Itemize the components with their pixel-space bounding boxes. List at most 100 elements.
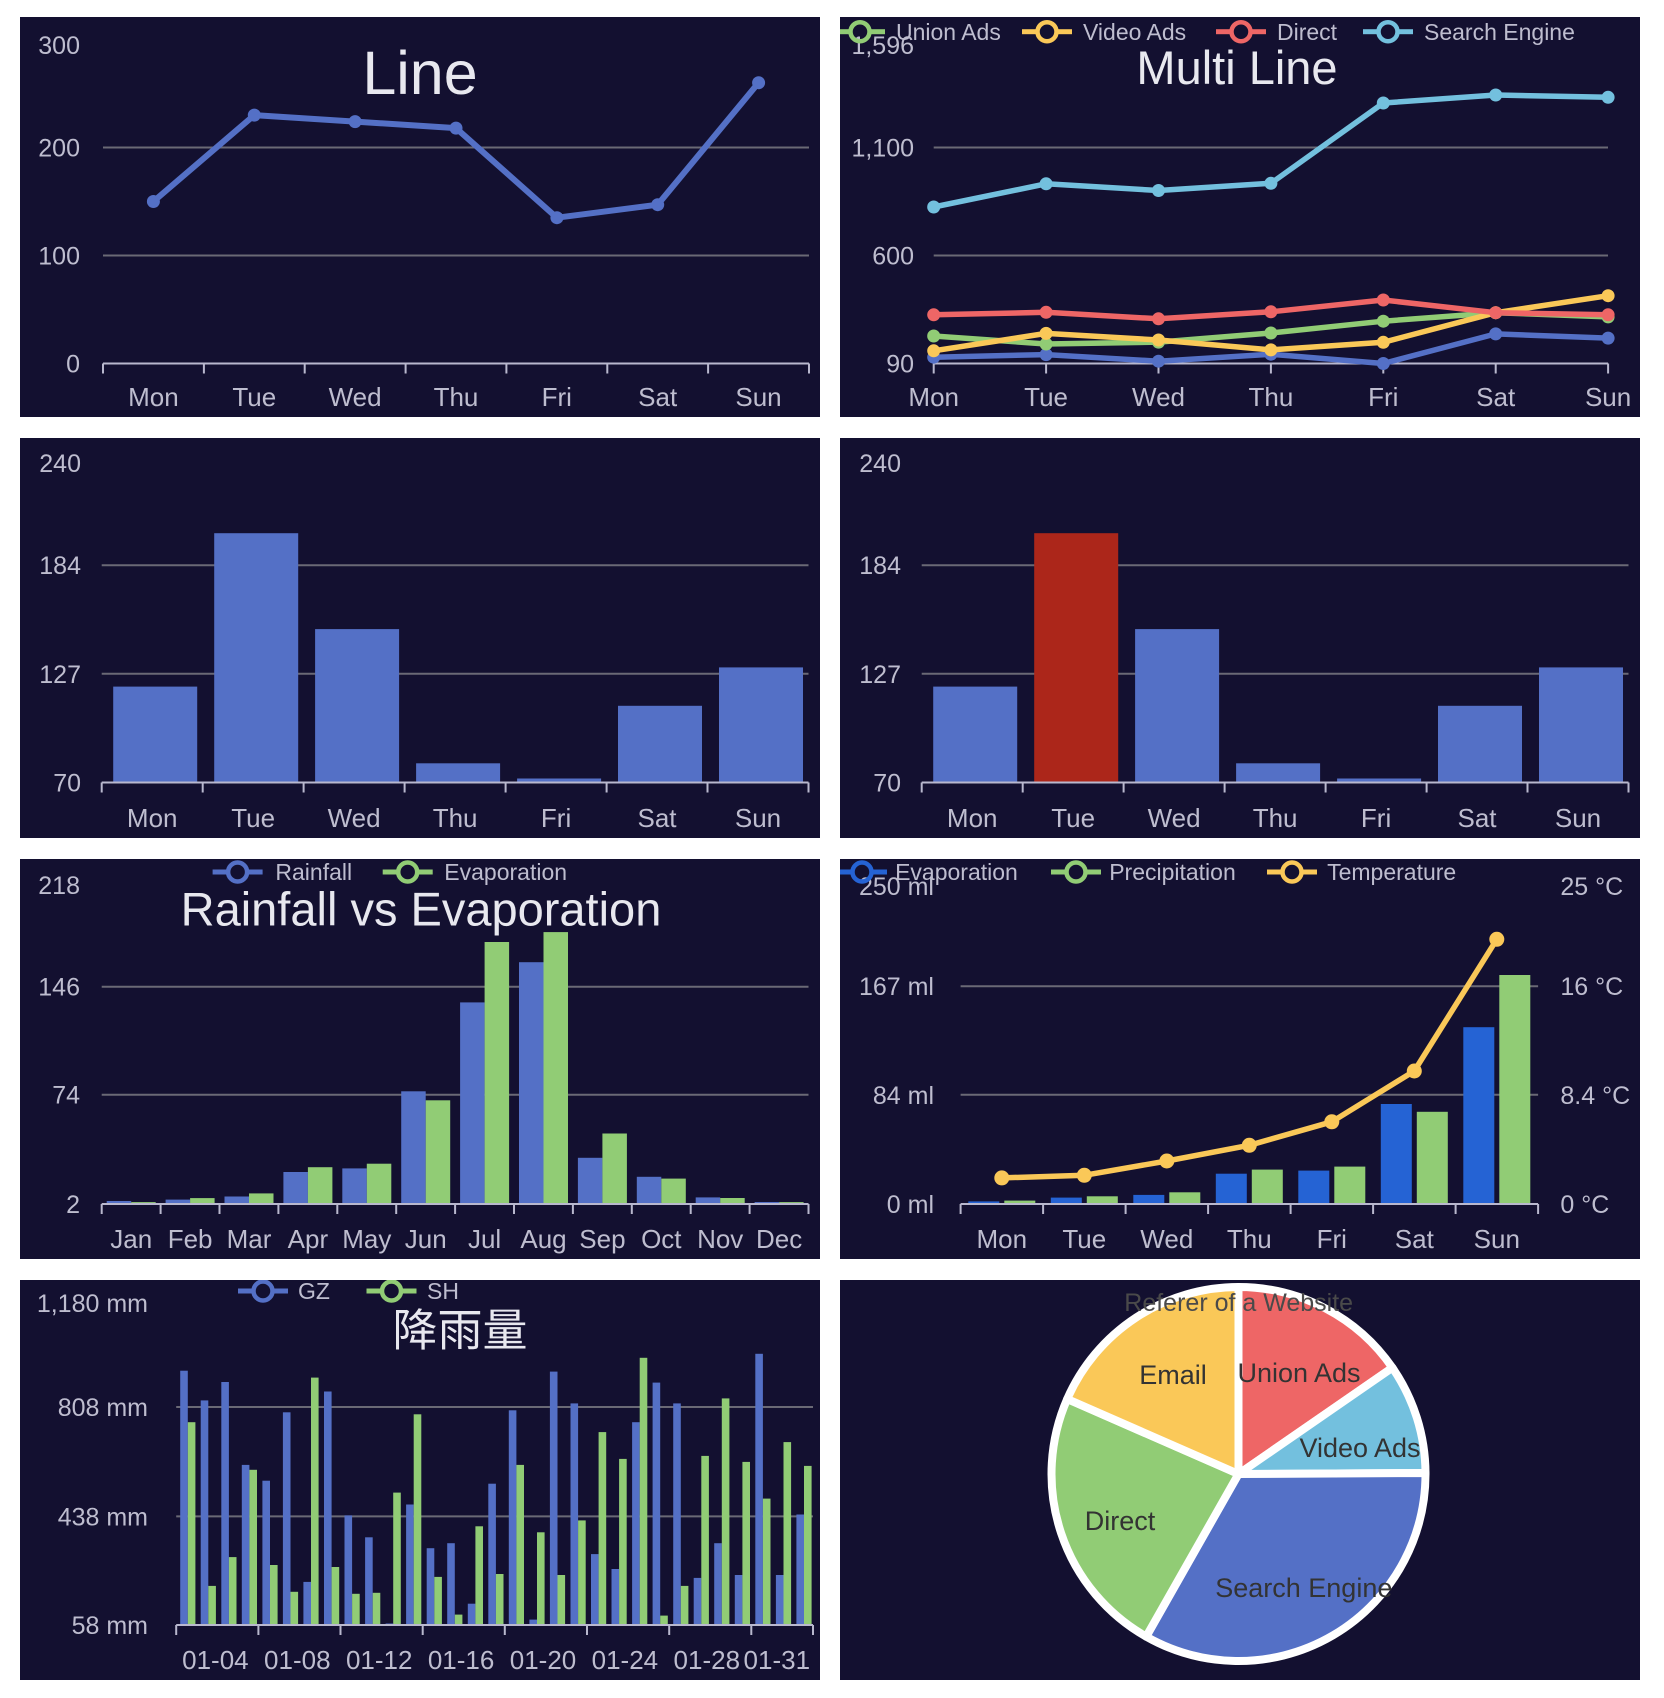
svg-text:Temperature: Temperature [1327, 859, 1456, 885]
svg-text:Evaporation: Evaporation [895, 859, 1018, 885]
svg-text:Jun: Jun [405, 1224, 447, 1254]
svg-text:Fri: Fri [542, 382, 572, 412]
svg-text:240: 240 [859, 450, 901, 478]
svg-text:Aug: Aug [520, 1224, 566, 1254]
svg-text:184: 184 [859, 552, 901, 580]
svg-text:Tue: Tue [1062, 1224, 1106, 1254]
svg-text:90: 90 [886, 351, 914, 379]
svg-text:01-24: 01-24 [592, 1645, 659, 1675]
svg-text:Fri: Fri [541, 803, 571, 833]
svg-text:Sat: Sat [1395, 1224, 1435, 1254]
svg-text:Dec: Dec [756, 1224, 802, 1254]
svg-text:Sat: Sat [1457, 803, 1497, 833]
svg-text:127: 127 [859, 661, 901, 689]
svg-text:Mar: Mar [227, 1224, 272, 1254]
svg-text:Precipitation: Precipitation [1109, 859, 1236, 885]
svg-text:Email: Email [1139, 1360, 1207, 1390]
svg-text:Wed: Wed [329, 382, 382, 412]
svg-text:Thu: Thu [434, 382, 479, 412]
svg-text:58 mm: 58 mm [72, 1612, 148, 1640]
svg-text:Mon: Mon [127, 803, 178, 833]
svg-text:Thu: Thu [1227, 1224, 1272, 1254]
svg-text:808 mm: 808 mm [58, 1394, 148, 1422]
svg-text:Union Ads: Union Ads [896, 19, 1001, 45]
svg-text:Jul: Jul [468, 1224, 501, 1254]
svg-text:Wed: Wed [1148, 803, 1201, 833]
svg-text:01-12: 01-12 [346, 1645, 413, 1675]
svg-text:25 °C: 25 °C [1560, 873, 1623, 901]
svg-text:Thu: Thu [1248, 382, 1293, 412]
svg-text:1,100: 1,100 [851, 135, 914, 163]
svg-text:01-20: 01-20 [510, 1645, 577, 1675]
svg-text:Wed: Wed [1140, 1224, 1193, 1254]
svg-text:Nov: Nov [697, 1224, 743, 1254]
svg-text:Mon: Mon [128, 382, 179, 412]
svg-text:01-16: 01-16 [428, 1645, 495, 1675]
svg-text:240: 240 [39, 450, 81, 478]
svg-text:Tue: Tue [231, 803, 275, 833]
svg-text:300: 300 [38, 32, 80, 60]
svg-text:218: 218 [38, 872, 80, 900]
svg-text:SH: SH [427, 1280, 459, 1304]
svg-text:Tue: Tue [1024, 382, 1068, 412]
svg-text:1,180 mm: 1,180 mm [37, 1290, 148, 1318]
svg-text:200: 200 [38, 135, 80, 163]
svg-text:Tue: Tue [232, 382, 276, 412]
svg-text:Fri: Fri [1361, 803, 1391, 833]
svg-text:Thu: Thu [1253, 803, 1298, 833]
svg-text:2: 2 [66, 1191, 80, 1219]
svg-text:Video Ads: Video Ads [1299, 1433, 1420, 1463]
svg-text:70: 70 [53, 770, 81, 798]
svg-text:Sun: Sun [1585, 382, 1631, 412]
svg-text:Wed: Wed [1132, 382, 1185, 412]
svg-text:146: 146 [38, 974, 80, 1002]
svg-text:Union Ads: Union Ads [1237, 1358, 1360, 1388]
svg-text:Mon: Mon [977, 1224, 1028, 1254]
svg-text:70: 70 [873, 770, 901, 798]
svg-text:Video Ads: Video Ads [1083, 19, 1186, 45]
svg-text:Wed: Wed [328, 803, 381, 833]
svg-text:Fri: Fri [1317, 1224, 1347, 1254]
svg-text:Sun: Sun [735, 803, 781, 833]
svg-text:Mon: Mon [908, 382, 959, 412]
svg-text:01-31: 01-31 [744, 1645, 811, 1675]
svg-text:May: May [342, 1224, 391, 1254]
svg-text:Feb: Feb [168, 1224, 213, 1254]
svg-text:GZ: GZ [298, 1280, 330, 1304]
svg-text:Search Engine: Search Engine [1215, 1573, 1392, 1603]
svg-text:Line: Line [362, 39, 477, 107]
svg-text:Tue: Tue [1051, 803, 1095, 833]
svg-text:Search Engine: Search Engine [1424, 19, 1575, 45]
svg-text:Sat: Sat [637, 803, 677, 833]
svg-text:167 ml: 167 ml [859, 973, 934, 1001]
svg-text:Thu: Thu [433, 803, 478, 833]
svg-text:74: 74 [52, 1082, 80, 1110]
svg-text:Sep: Sep [579, 1224, 625, 1254]
svg-text:184: 184 [39, 552, 81, 580]
svg-text:0 ml: 0 ml [887, 1191, 934, 1219]
svg-text:100: 100 [38, 243, 80, 271]
svg-text:Jan: Jan [110, 1224, 152, 1254]
svg-text:0: 0 [66, 351, 80, 379]
svg-text:Fri: Fri [1368, 382, 1398, 412]
svg-text:Sun: Sun [1555, 803, 1601, 833]
svg-text:Referer of a Website: Referer of a Website [1124, 1289, 1353, 1317]
svg-text:01-04: 01-04 [182, 1645, 249, 1675]
svg-text:01-08: 01-08 [264, 1645, 331, 1675]
svg-text:127: 127 [39, 661, 81, 689]
svg-text:600: 600 [872, 243, 914, 271]
svg-text:Sat: Sat [638, 382, 678, 412]
svg-text:Oct: Oct [641, 1224, 682, 1254]
svg-text:Direct: Direct [1277, 19, 1338, 45]
svg-text:84 ml: 84 ml [873, 1082, 934, 1110]
svg-text:Mon: Mon [947, 803, 998, 833]
svg-text:Sun: Sun [1474, 1224, 1520, 1254]
svg-text:438 mm: 438 mm [58, 1503, 148, 1531]
svg-text:Direct: Direct [1085, 1506, 1156, 1536]
svg-text:Sun: Sun [735, 382, 781, 412]
svg-text:Rainfall vs Evaporation: Rainfall vs Evaporation [181, 883, 662, 936]
svg-text:Multi Line: Multi Line [1136, 41, 1337, 94]
svg-text:8.4 °C: 8.4 °C [1560, 1082, 1630, 1110]
svg-text:1,596: 1,596 [851, 32, 914, 60]
svg-text:Sat: Sat [1476, 382, 1516, 412]
